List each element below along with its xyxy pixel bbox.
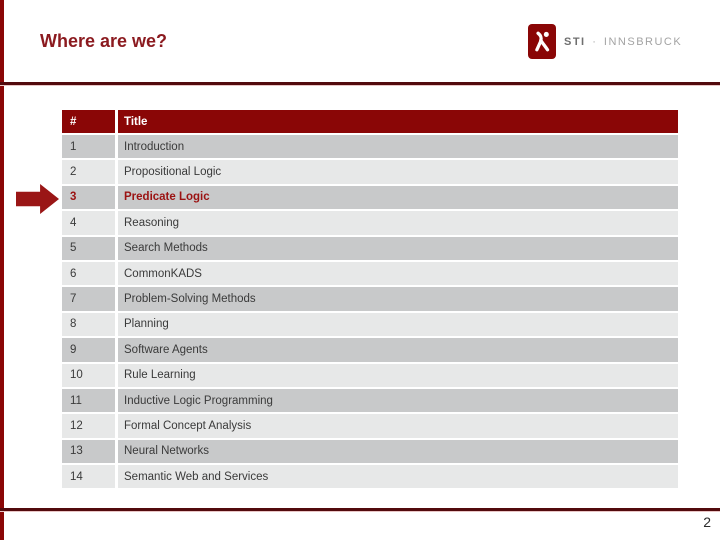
header-divider [0,82,720,86]
page-number: 2 [703,514,711,530]
row-number: 1 [62,135,115,159]
course-overview-table: # Title 1 Introduction 2 Propositional Logi… [62,110,678,490]
sti-innsbruck-logo: STI · INNSBRUCK [528,24,682,59]
table-header-row: # Title [62,110,678,133]
row-title: CommonKADS [118,261,678,286]
row-title: Inductive Logic Programming [118,388,678,413]
row-title: Rule Learning [118,363,678,387]
row-title: Neural Networks [118,439,678,464]
table-row: 7 Problem-Solving Methods [62,287,678,311]
column-header-number: # [62,110,115,133]
row-number: 13 [62,439,115,464]
table-row: 14 Semantic Web and Services [62,465,678,489]
row-number: 7 [62,287,115,311]
table-row: 8 Planning [62,312,678,337]
logo-innsbruck-label: INNSBRUCK [603,35,683,48]
table-row: 2 Propositional Logic [62,160,678,184]
row-number: 10 [62,363,115,387]
row-title: Formal Concept Analysis [118,414,678,438]
table-row: 5 Search Methods [62,236,678,260]
table-row: 13 Neural Networks [62,439,678,464]
logo-wordmark: STI · INNSBRUCK [564,36,682,48]
row-number: 11 [62,388,115,413]
table-row: 1 Introduction [62,135,678,159]
row-title: Semantic Web and Services [118,465,678,489]
row-number: 8 [62,312,115,337]
row-title: Software Agents [118,338,678,362]
slide-accent-bar [0,0,4,540]
row-title: Introduction [118,135,678,159]
row-number: 6 [62,261,115,286]
logo-sti-label: STI [564,35,586,48]
course-table-body: 1 Introduction 2 Propositional Logic 3 Predic… [62,135,678,489]
row-number: 5 [62,236,115,260]
row-title: Predicate Logic [118,185,678,210]
table-row: 4 Reasoning [62,211,678,235]
running-person-icon [535,31,550,52]
page-title: Where are we? [40,31,168,51]
table-row: 12 Formal Concept Analysis [62,414,678,438]
table-row: 9 Software Agents [62,338,678,362]
footer-divider [0,508,720,512]
row-title: Planning [118,312,678,337]
row-number: 3 [62,185,115,210]
row-number: 9 [62,338,115,362]
table-row: 6 CommonKADS [62,261,678,286]
table-row: 11 Inductive Logic Programming [62,388,678,413]
row-title: Problem-Solving Methods [118,287,678,311]
row-title: Search Methods [118,236,678,260]
table-row: 10 Rule Learning [62,363,678,387]
column-header-title: Title [118,110,678,133]
row-number: 4 [62,211,115,235]
table-row: 3 Predicate Logic [62,185,678,210]
logo-separator: · [592,35,598,48]
row-number: 14 [62,465,115,489]
row-title: Reasoning [118,211,678,235]
row-title: Propositional Logic [118,160,678,184]
current-chapter-arrow-icon [16,184,59,214]
row-number: 2 [62,160,115,184]
sti-logo-icon [528,24,556,59]
row-number: 12 [62,414,115,438]
